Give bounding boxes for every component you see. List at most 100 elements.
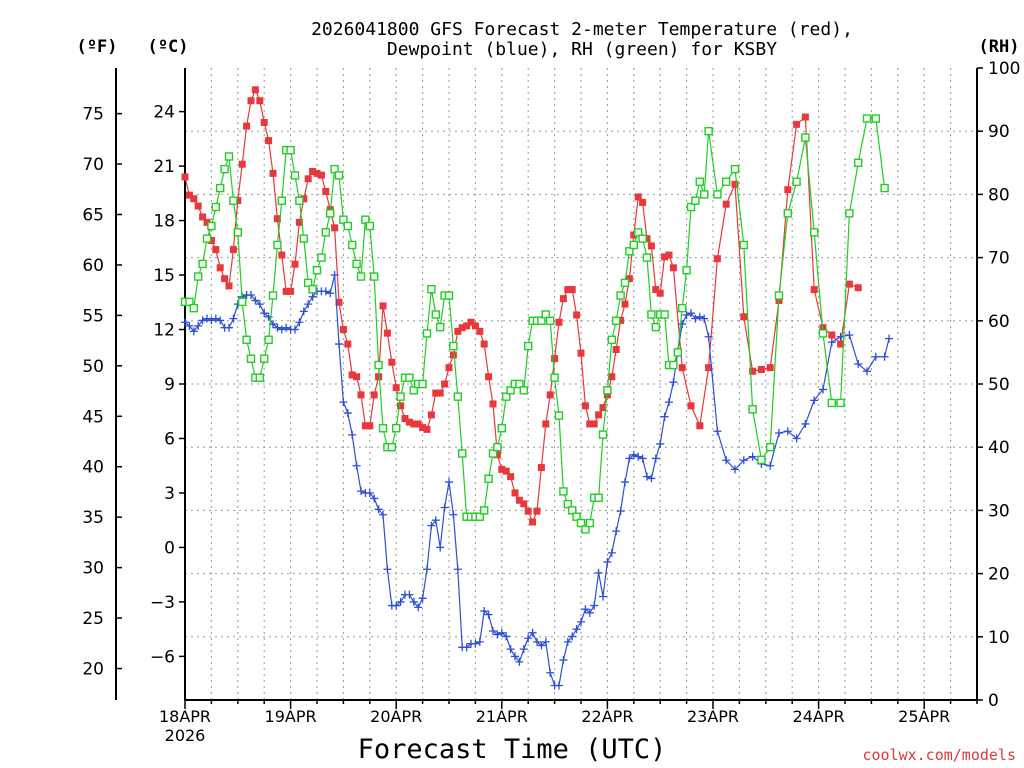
- 2-meter-temperature-point: [810, 286, 818, 294]
- celsius-tick-label: 15: [153, 266, 175, 286]
- dewpoint-point: [409, 597, 418, 606]
- rh-point: [845, 209, 854, 218]
- dewpoint-point: [612, 527, 621, 536]
- 2-meter-temperature-point: [322, 187, 330, 195]
- rh-point: [220, 164, 229, 174]
- rh-point: [224, 152, 234, 161]
- rh-point: [673, 348, 682, 357]
- rh-point: [185, 297, 194, 307]
- rh-point: [704, 126, 713, 136]
- 2-meter-temperature-point: [419, 424, 427, 432]
- dewpoint-point: [295, 318, 304, 327]
- 2-meter-temperature-point: [634, 193, 642, 201]
- rh-point: [431, 310, 440, 319]
- celsius-tick-label: −6: [150, 647, 175, 667]
- rh-point: [202, 234, 212, 243]
- dewpoint-point: [603, 557, 612, 566]
- rh-point: [365, 221, 374, 231]
- 2-meter-temperature-point: [401, 415, 409, 423]
- dewpoint-point: [379, 510, 387, 519]
- 2-meter-temperature-point: [551, 355, 559, 363]
- 2-meter-temperature-point: [278, 251, 286, 259]
- dewpoint-point: [621, 478, 629, 487]
- dewpoint-point: [277, 325, 286, 334]
- dewpoint-point: [185, 321, 194, 330]
- 2-meter-temperature-point: [837, 340, 845, 348]
- rh-point: [862, 114, 872, 123]
- dewpoint-point: [810, 396, 819, 405]
- dewpoint-point: [260, 309, 269, 318]
- 2-meter-temperature-point: [383, 329, 391, 337]
- dewpoint-point: [581, 605, 590, 614]
- 2-meter-temperature-point: [216, 264, 224, 272]
- rh-point: [563, 499, 572, 509]
- rh-point: [827, 398, 836, 408]
- 2-meter-temperature-point: [740, 313, 748, 321]
- 2-meter-temperature-point: [282, 287, 290, 295]
- rh-point: [783, 209, 792, 218]
- credit-text: coolwx.com/models: [862, 746, 1016, 764]
- dewpoint-point: [335, 340, 343, 349]
- rh-point: [484, 474, 493, 483]
- dewpoint-point: [665, 398, 673, 407]
- rh-point: [559, 487, 568, 496]
- dewpoint-point: [660, 412, 669, 421]
- 2-meter-temperature-point: [705, 364, 713, 372]
- 2-meter-temperature-point: [643, 235, 651, 243]
- rh-point: [264, 335, 273, 344]
- 2-meter-temperature-point: [229, 246, 237, 254]
- rh-point: [290, 171, 300, 180]
- rh-point: [739, 240, 748, 250]
- 2-meter-temperature-point: [436, 389, 444, 397]
- dewpoint-point: [533, 637, 541, 646]
- fahrenheit-tick-label: 30: [82, 559, 104, 579]
- dewpoint-point: [577, 617, 585, 626]
- dewpoint-point: [427, 521, 436, 530]
- rh-point: [409, 386, 418, 395]
- rh-point: [444, 291, 454, 300]
- 2-meter-temperature-point: [370, 391, 378, 399]
- dewpoint-point: [541, 637, 550, 646]
- 2-meter-temperature-point: [489, 400, 497, 408]
- dewpoint-point: [594, 568, 603, 577]
- 2-meter-temperature-point: [392, 384, 400, 392]
- 2-meter-temperature-point: [639, 198, 647, 206]
- 2-meter-temperature-point: [247, 97, 255, 105]
- 2-meter-temperature-point: [498, 465, 506, 473]
- rh-point: [629, 240, 638, 250]
- 2-meter-temperature-point: [199, 213, 207, 221]
- dewpoint-point: [414, 603, 423, 612]
- 2-meter-temperature-point: [537, 464, 545, 472]
- dewpoint-point: [462, 643, 471, 652]
- rh-point: [801, 133, 810, 142]
- dewpoint-point: [216, 316, 225, 325]
- rh-point: [515, 379, 524, 389]
- 2-meter-temperature-point: [656, 289, 664, 297]
- rh-point: [427, 285, 436, 294]
- rh-point: [229, 196, 238, 205]
- rh-point: [418, 379, 427, 389]
- rh-point: [361, 215, 370, 224]
- rh-point: [616, 291, 625, 300]
- rh-point: [625, 247, 634, 256]
- rh-point: [396, 392, 405, 401]
- dewpoint-point: [669, 378, 678, 387]
- 2-meter-temperature-point: [238, 160, 246, 168]
- dewpoint-point: [493, 630, 502, 639]
- celsius-tick-label: 24: [153, 103, 175, 123]
- rh-point: [554, 411, 564, 420]
- rh-point: [871, 114, 880, 123]
- rh-point: [695, 177, 704, 186]
- rh-point: [651, 322, 660, 332]
- rh-point: [572, 512, 581, 521]
- rh-point: [458, 449, 467, 458]
- dewpoint-point: [519, 645, 528, 654]
- celsius-tick-label: 21: [153, 157, 175, 177]
- celsius-tick-label: 18: [153, 212, 175, 232]
- 2-meter-temperature-point: [243, 122, 251, 130]
- 2-meter-temperature-point: [568, 286, 576, 294]
- date-tick-label: 18APR: [159, 707, 211, 726]
- date-tick-label: 25APR: [898, 707, 950, 726]
- rh-unit-label: (RH): [979, 37, 1020, 57]
- dewpoint-point: [203, 314, 211, 323]
